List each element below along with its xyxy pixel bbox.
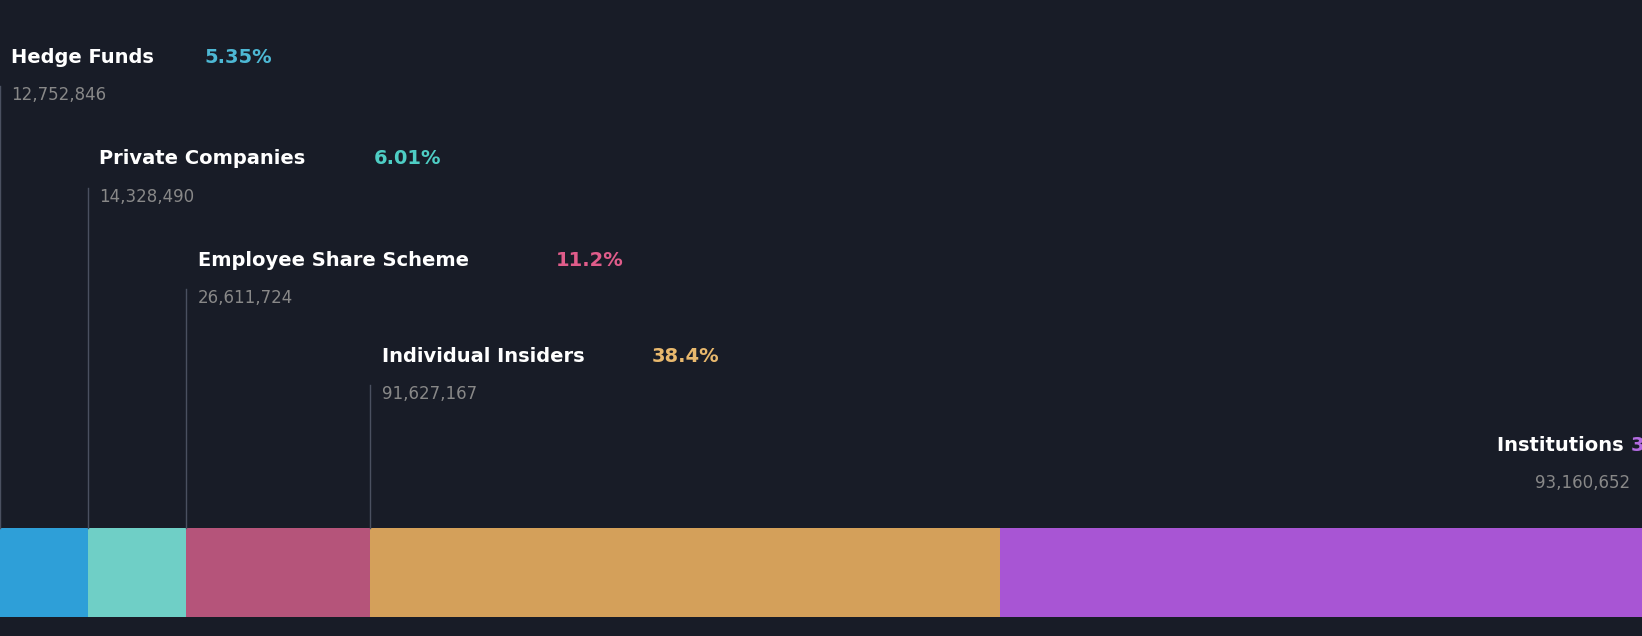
Text: Employee Share Scheme: Employee Share Scheme: [199, 251, 476, 270]
Text: Hedge Funds: Hedge Funds: [11, 48, 161, 67]
Bar: [87, 528, 187, 617]
Text: 38.4%: 38.4%: [652, 347, 719, 366]
Bar: [1000, 528, 1642, 617]
Bar: [187, 528, 369, 617]
Text: Individual Insiders: Individual Insiders: [381, 347, 591, 366]
Text: Institutions: Institutions: [1498, 436, 1631, 455]
Text: 11.2%: 11.2%: [557, 251, 624, 270]
Text: 12,752,846: 12,752,846: [11, 86, 107, 104]
Text: 91,627,167: 91,627,167: [381, 385, 476, 403]
Text: 93,160,652: 93,160,652: [1535, 474, 1631, 492]
Text: Private Companies: Private Companies: [99, 149, 312, 169]
Text: 6.01%: 6.01%: [374, 149, 442, 169]
Text: 39.1%: 39.1%: [1631, 436, 1642, 455]
Text: 26,611,724: 26,611,724: [199, 289, 294, 307]
Text: 14,328,490: 14,328,490: [99, 188, 194, 205]
Bar: [369, 528, 1000, 617]
Text: 5.35%: 5.35%: [205, 48, 273, 67]
Bar: [0, 528, 87, 617]
